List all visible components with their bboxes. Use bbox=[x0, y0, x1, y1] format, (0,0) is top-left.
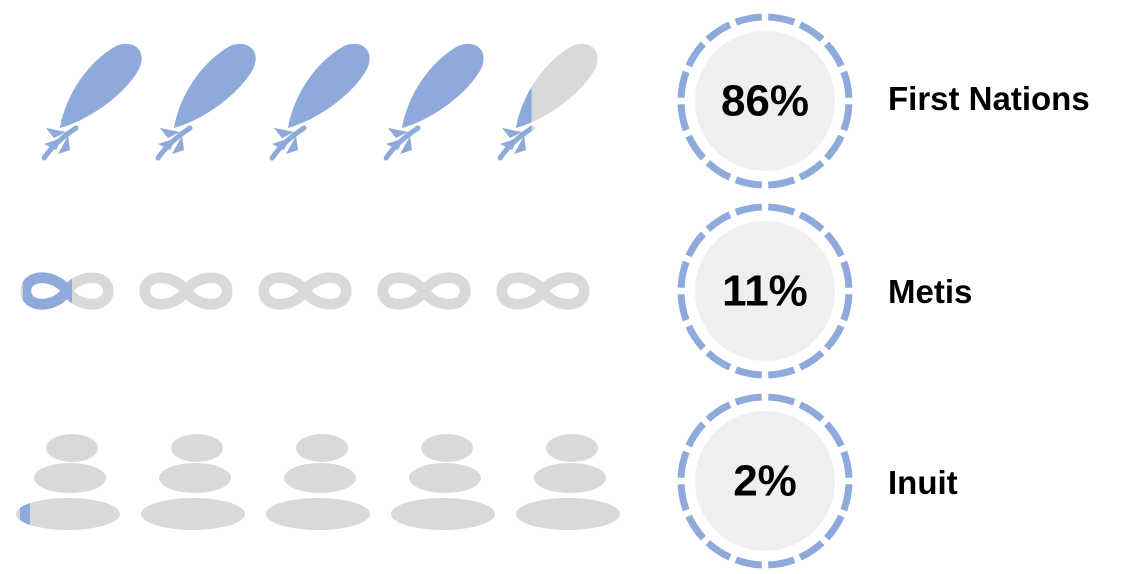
ring-segment bbox=[734, 556, 763, 569]
feather-icon bbox=[41, 43, 142, 161]
ring-segment bbox=[767, 556, 796, 569]
circle-background bbox=[695, 411, 835, 551]
ring-segment bbox=[823, 134, 845, 161]
feather-icon bbox=[155, 43, 256, 161]
ring-segment bbox=[823, 324, 845, 351]
row-label: Metis bbox=[888, 273, 973, 310]
ring-segment bbox=[798, 539, 825, 561]
ring-segment bbox=[767, 203, 796, 216]
ring-segment bbox=[705, 21, 732, 43]
percent-value: 2% bbox=[733, 457, 797, 506]
ring-segment bbox=[840, 103, 853, 132]
feather-icon bbox=[269, 43, 370, 161]
percent-value: 86% bbox=[721, 77, 809, 126]
ring-segment bbox=[798, 211, 825, 233]
percent-ring: 86% bbox=[677, 13, 853, 189]
ring-segment bbox=[734, 203, 763, 216]
icon-filled-part bbox=[384, 43, 484, 161]
icon-filled-part bbox=[498, 86, 532, 161]
ring-segment bbox=[767, 366, 796, 379]
inukshuk-stones-icon bbox=[141, 434, 245, 530]
ring-segment bbox=[685, 514, 707, 541]
icon-filled-part bbox=[156, 43, 256, 161]
infinity-icon bbox=[258, 272, 352, 310]
circle-background bbox=[695, 31, 835, 171]
ring-segment bbox=[840, 260, 853, 289]
ring-segment bbox=[685, 134, 707, 161]
icon-empty-part bbox=[258, 272, 352, 310]
inukshuk-stones-icon bbox=[16, 434, 120, 530]
infinity-icon bbox=[377, 272, 471, 310]
infinity-icon bbox=[139, 272, 233, 310]
ring-segment bbox=[840, 70, 853, 99]
ring-segment bbox=[734, 366, 763, 379]
ring-segment bbox=[767, 176, 796, 189]
row-inuit: 2% Inuit bbox=[0, 380, 1134, 570]
ring-segment bbox=[705, 211, 732, 233]
row-label: First Nations bbox=[888, 80, 1090, 117]
ring-segment bbox=[798, 401, 825, 423]
inukshuk-stones-icon bbox=[266, 434, 370, 530]
ring-segment bbox=[823, 231, 845, 258]
ring-segment bbox=[840, 450, 853, 479]
ring-segment bbox=[705, 401, 732, 423]
circle-background bbox=[695, 221, 835, 361]
icon-empty-part bbox=[141, 434, 245, 530]
row-first-nations: 86% First Nations bbox=[0, 0, 1134, 190]
ring-segment bbox=[705, 539, 732, 561]
ring-segment bbox=[685, 324, 707, 351]
ring-segment bbox=[734, 393, 763, 406]
ring-segment bbox=[798, 159, 825, 181]
row-metis: 11% Metis bbox=[0, 190, 1134, 380]
ring-segment bbox=[823, 421, 845, 448]
icon-filled-part bbox=[270, 43, 370, 161]
icon-empty-part bbox=[139, 272, 233, 310]
ring-segment bbox=[767, 393, 796, 406]
ring-segment bbox=[840, 293, 853, 322]
ring-segment bbox=[798, 349, 825, 371]
icon-empty-part bbox=[516, 434, 620, 530]
row-label: Inuit bbox=[888, 464, 958, 501]
feather-icon bbox=[383, 43, 484, 161]
icon-filled-part bbox=[20, 503, 30, 525]
icon-empty-part bbox=[377, 272, 471, 310]
icon-empty-part bbox=[496, 272, 590, 310]
ring-segment bbox=[685, 231, 707, 258]
ring-segment bbox=[734, 13, 763, 26]
ring-segment bbox=[677, 103, 690, 132]
icon-empty-part bbox=[266, 434, 370, 530]
ring-segment bbox=[685, 41, 707, 68]
percent-value: 11% bbox=[722, 267, 808, 316]
icon-empty-part bbox=[391, 434, 495, 530]
infinity-icon bbox=[20, 272, 114, 310]
icon-empty-part bbox=[16, 434, 120, 530]
inukshuk-stones-icon bbox=[516, 434, 620, 530]
ring-segment bbox=[677, 70, 690, 99]
infinity-icon bbox=[496, 272, 590, 310]
ring-segment bbox=[705, 159, 732, 181]
ring-segment bbox=[705, 349, 732, 371]
ring-segment bbox=[840, 483, 853, 512]
ring-segment bbox=[767, 13, 796, 26]
ring-segment bbox=[823, 514, 845, 541]
infinity-icons bbox=[20, 272, 590, 310]
ring-segment bbox=[677, 450, 690, 479]
ring-segment bbox=[685, 421, 707, 448]
ring-segment bbox=[677, 260, 690, 289]
ring-segment bbox=[734, 176, 763, 189]
percent-ring: 2% bbox=[677, 393, 853, 569]
inukshuk-stones-icon bbox=[391, 434, 495, 530]
ring-segment bbox=[798, 21, 825, 43]
feather-icon bbox=[497, 43, 598, 161]
icon-filled-part bbox=[22, 272, 72, 310]
ring-segment bbox=[677, 483, 690, 512]
ring-segment bbox=[677, 293, 690, 322]
inukshuk-icons bbox=[16, 434, 620, 530]
feather-icons bbox=[41, 43, 598, 161]
icon-filled-part bbox=[42, 43, 142, 161]
ring-segment bbox=[823, 41, 845, 68]
percent-ring: 11% bbox=[677, 203, 853, 379]
